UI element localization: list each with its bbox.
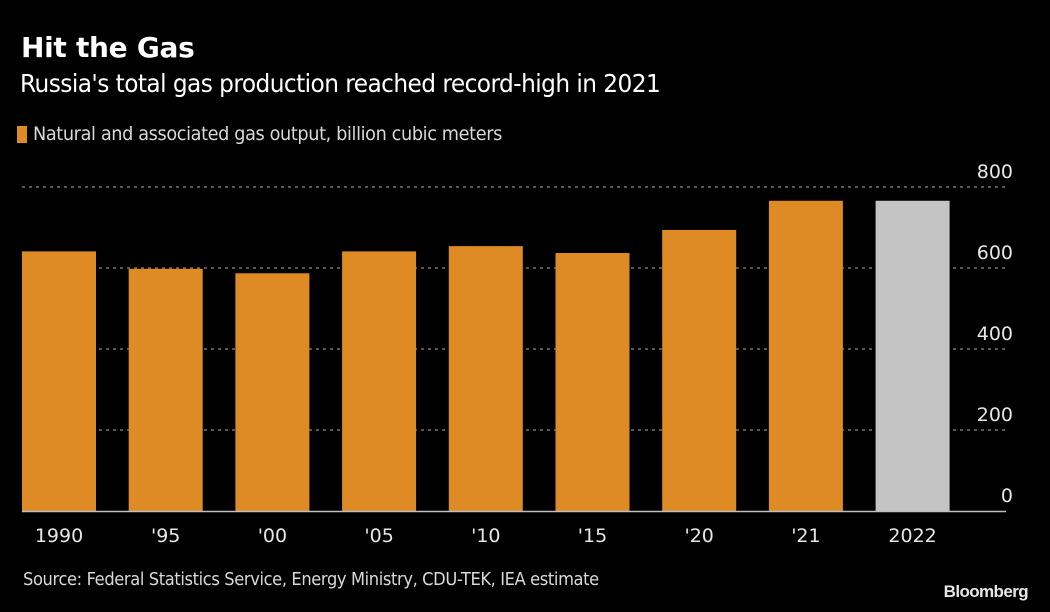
bar-05 (342, 251, 417, 511)
y-tick-label: 400 (977, 323, 1013, 345)
x-tick-label: '10 (471, 525, 500, 547)
chart-title: Hit the Gas (21, 31, 195, 64)
x-tick-label: '05 (364, 525, 393, 547)
bloomberg-logo: Bloomberg (943, 582, 1029, 601)
bar-1990 (22, 251, 96, 511)
x-tick-label: 2022 (888, 525, 936, 547)
legend-label: Natural and associated gas output, billi… (33, 123, 502, 145)
source-note: Source: Federal Statistics Service, Ener… (23, 570, 599, 590)
x-tick-label: '21 (791, 525, 820, 547)
bar-21 (768, 200, 843, 511)
y-tick-label: 800 (977, 161, 1013, 183)
y-tick-label: 200 (977, 404, 1013, 426)
x-tick-label: '95 (151, 525, 180, 547)
axes: 0 200 400 600 800 1990 '95 '00 '05 '10 '15 '20 '21 20… (22, 161, 1013, 547)
bar-20 (662, 229, 737, 511)
bar-00 (235, 273, 310, 511)
legend: Natural and associated gas output, billi… (17, 123, 537, 145)
bar-10 (448, 246, 523, 511)
x-tick-label: '00 (258, 525, 287, 547)
x-tick-label: '15 (578, 525, 607, 547)
bar-15 (555, 253, 630, 511)
y-tick-label: 0 (1001, 485, 1013, 507)
y-tick-label: 600 (977, 242, 1013, 264)
legend-swatch (17, 125, 27, 143)
bars (22, 200, 950, 511)
chart-subtitle: Russia's total gas production reached re… (20, 69, 661, 98)
bar-2022 (875, 200, 950, 511)
x-tick-label: 1990 (35, 525, 83, 547)
bar-95 (128, 268, 203, 511)
x-tick-label: '20 (684, 525, 713, 547)
